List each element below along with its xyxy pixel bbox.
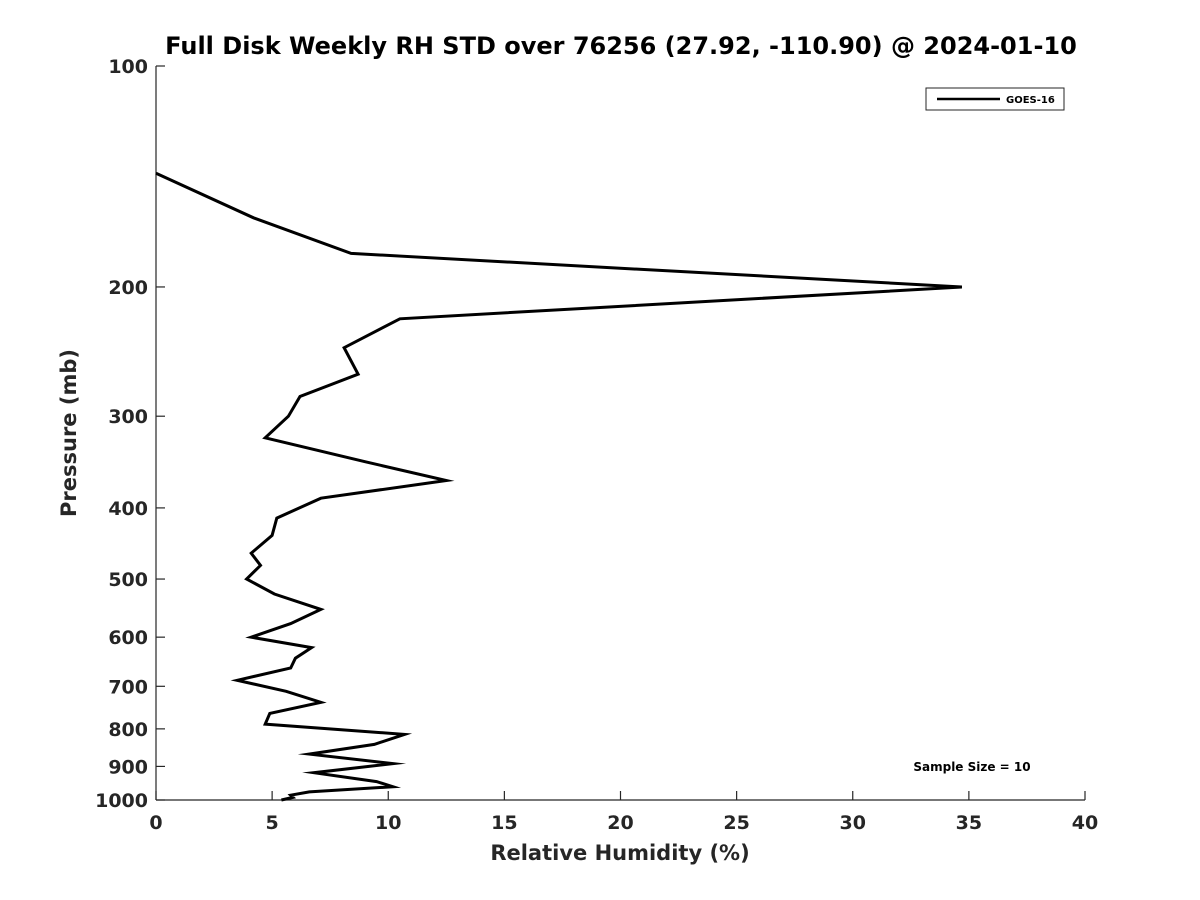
x-tick-label: 0 bbox=[149, 812, 162, 834]
x-axis-label: Relative Humidity (%) bbox=[490, 841, 749, 865]
x-ticks: 0 5 10 15 20 25 30 35 40 bbox=[149, 791, 1098, 834]
x-tick-label: 30 bbox=[840, 812, 866, 834]
legend-label: GOES-16 bbox=[1006, 95, 1055, 106]
x-tick-label: 40 bbox=[1072, 812, 1098, 834]
x-tick-label: 20 bbox=[607, 812, 633, 834]
series-layer bbox=[155, 171, 962, 802]
y-tick-label: 100 bbox=[108, 56, 148, 78]
y-tick-label: 400 bbox=[108, 498, 148, 520]
y-ticks: 100 200 300 400 500 600 700 800 900 1000 bbox=[95, 56, 165, 812]
x-tick-label: 25 bbox=[723, 812, 749, 834]
y-axis-label: Pressure (mb) bbox=[57, 349, 81, 517]
series-line bbox=[155, 171, 962, 802]
y-tick-label: 300 bbox=[108, 406, 148, 428]
y-tick-label: 900 bbox=[108, 756, 148, 778]
axes bbox=[155, 66, 1085, 801]
x-tick-label: 10 bbox=[375, 812, 401, 834]
x-tick-label: 15 bbox=[491, 812, 517, 834]
x-tick-label: 35 bbox=[956, 812, 982, 834]
x-tick-label: 5 bbox=[266, 812, 279, 834]
legend: GOES-16 bbox=[925, 87, 1065, 111]
chart-title: Full Disk Weekly RH STD over 76256 (27.9… bbox=[165, 32, 1077, 60]
y-tick-label: 600 bbox=[108, 627, 148, 649]
y-tick-label: 200 bbox=[108, 277, 148, 299]
sample-size-annotation: Sample Size = 10 bbox=[913, 760, 1030, 774]
y-tick-label: 700 bbox=[108, 676, 148, 698]
y-tick-label: 1000 bbox=[95, 790, 148, 812]
y-tick-label: 800 bbox=[108, 719, 148, 741]
y-tick-label: 500 bbox=[108, 569, 148, 591]
